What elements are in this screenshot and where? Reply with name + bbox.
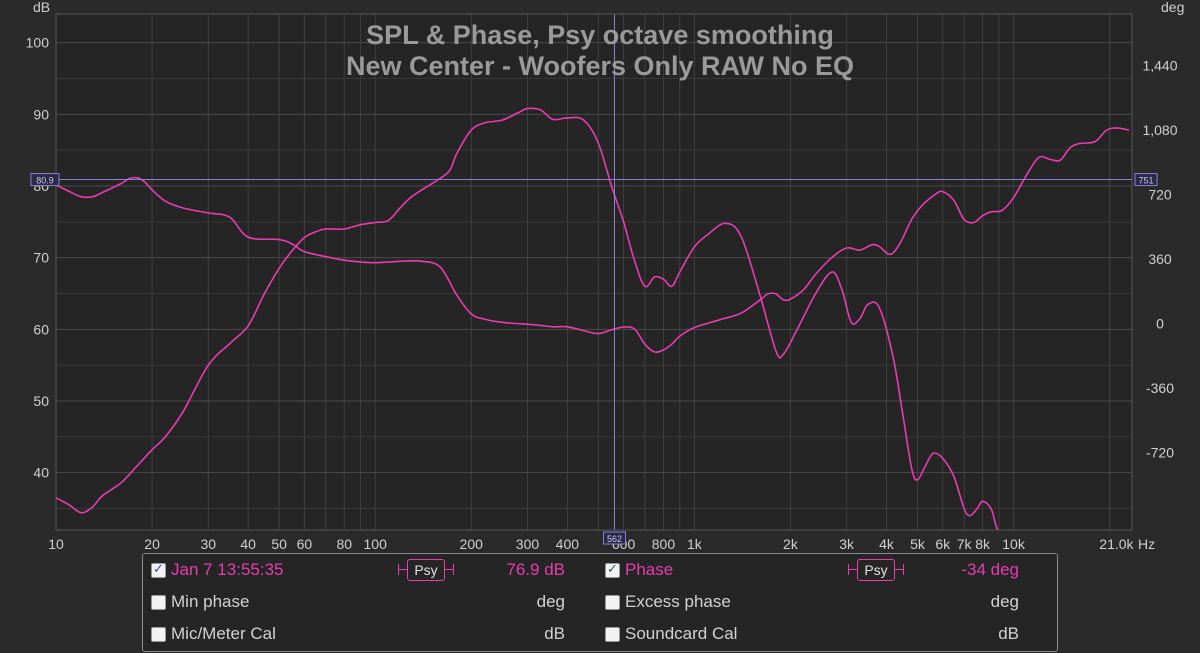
y-left-tick-label: 60: [33, 321, 49, 337]
traces: [56, 107, 1130, 530]
legend-row-cal: Mic/Meter Cal dB Soundcard Cal dB: [143, 622, 1057, 650]
spl-smoothing-button[interactable]: Psy: [398, 558, 454, 582]
excess-phase-checkbox[interactable]: [605, 595, 620, 610]
x-tick-label: 21.0k: [1099, 536, 1134, 552]
plot-area[interactable]: [56, 14, 1132, 530]
spl-trace-label: Jan 7 13:55:35: [171, 560, 284, 579]
x-tick-label: 40: [240, 536, 256, 552]
y-right-axis-label: deg: [1161, 0, 1184, 15]
axis-tick-labels: 102030405060801002003004006008001k2k3k4k…: [26, 35, 1178, 552]
chart-subtitle: New Center - Woofers Only RAW No EQ: [346, 51, 854, 81]
x-tick-label: 4k: [879, 536, 895, 552]
y-right-tick-label: 360: [1148, 251, 1172, 267]
mic-meter-cal-checkbox[interactable]: [151, 627, 166, 642]
x-tick-label: 50: [271, 536, 287, 552]
y-left-tick-label: 40: [33, 465, 49, 481]
soundcard-cal-unit: dB: [998, 624, 1019, 643]
x-tick-label: 5k: [910, 536, 926, 552]
y-right-tick-label: 1,080: [1142, 122, 1177, 138]
spl-smoothing-label: Psy: [407, 559, 445, 581]
spl-trace-checkbox[interactable]: [151, 561, 166, 578]
x-tick-label: 8k: [975, 536, 991, 552]
phase-smoothing-label: Psy: [857, 559, 895, 581]
mic-meter-cal-label: Mic/Meter Cal: [171, 624, 276, 643]
excess-phase-label: Excess phase: [625, 592, 731, 611]
cursor-deg-badge-box: [1134, 173, 1158, 187]
phase-trace-checkbox[interactable]: [605, 561, 620, 578]
phase-smoothing-button[interactable]: Psy: [848, 558, 904, 582]
chart-title: SPL & Phase, Psy octave smoothing: [366, 20, 834, 50]
y-left-axis-label: dB: [33, 0, 50, 15]
y-right-tick-label: -720: [1146, 445, 1174, 461]
phase-trace-line: [56, 127, 1130, 353]
min-phase-label: Min phase: [171, 592, 250, 611]
x-tick-label: 100: [364, 536, 388, 552]
x-tick-label: 300: [516, 536, 540, 552]
y-right-tick-label: 0: [1156, 316, 1164, 332]
cursor-freq-badge: 562: [607, 534, 622, 544]
plot-border: [55, 13, 1133, 531]
x-tick-label: 400: [556, 536, 580, 552]
spl-phase-chart[interactable]: 102030405060801002003004006008001k2k3k4k…: [0, 0, 1200, 553]
cursor-db-badge-box: [30, 173, 60, 187]
y-right-tick-label: 720: [1148, 187, 1172, 203]
y-left-tick-label: 70: [33, 250, 49, 266]
spl-trace-line: [56, 107, 999, 530]
x-tick-label: 30: [201, 536, 217, 552]
spl-cursor-value: 76.9 dB: [506, 560, 565, 579]
grid-lines: [55, 13, 1133, 531]
min-phase-checkbox[interactable]: [151, 595, 166, 610]
legend-row-spl: Jan 7 13:55:35 Psy 76.9 dB Phase Psy -34…: [143, 558, 1057, 586]
x-tick-label: 6k: [935, 536, 951, 552]
x-tick-label: 3k: [839, 536, 855, 552]
x-tick-label: 20: [144, 536, 160, 552]
x-tick-label: 60: [297, 536, 313, 552]
phase-trace-label: Phase: [625, 560, 674, 579]
x-tick-label: 10: [48, 536, 64, 552]
y-left-tick-label: 100: [26, 35, 50, 51]
y-right-tick-label: 1,440: [1142, 58, 1177, 74]
mic-meter-cal-unit: dB: [544, 624, 565, 643]
x-axis-unit-label: Hz: [1138, 536, 1155, 552]
phase-cursor-value: -34 deg: [961, 560, 1019, 579]
x-tick-label: 1k: [687, 536, 703, 552]
soundcard-cal-label: Soundcard Cal: [625, 624, 738, 643]
y-left-tick-label: 50: [33, 393, 49, 409]
y-left-tick-label: 90: [33, 106, 49, 122]
x-tick-label: 2k: [783, 536, 799, 552]
x-tick-label: 800: [652, 536, 676, 552]
y-right-tick-label: -360: [1146, 380, 1174, 396]
soundcard-cal-checkbox[interactable]: [605, 627, 620, 642]
x-tick-label: 80: [336, 536, 352, 552]
cursor-freq-badge-box: [602, 531, 626, 545]
x-tick-label: 10k: [1002, 536, 1026, 552]
cursor[interactable]: 80.9 751 562: [30, 14, 1158, 545]
legend-panel: Jan 7 13:55:35 Psy 76.9 dB Phase Psy -34…: [142, 553, 1058, 652]
cursor-deg-badge: 751: [1138, 176, 1153, 186]
x-tick-label: 200: [460, 536, 484, 552]
x-tick-label: 7k: [957, 536, 973, 552]
min-phase-unit: deg: [536, 592, 565, 611]
legend-row-min-phase: Min phase deg Excess phase deg: [143, 590, 1057, 618]
cursor-db-badge: 80.9: [36, 176, 54, 186]
excess-phase-unit: deg: [990, 592, 1019, 611]
